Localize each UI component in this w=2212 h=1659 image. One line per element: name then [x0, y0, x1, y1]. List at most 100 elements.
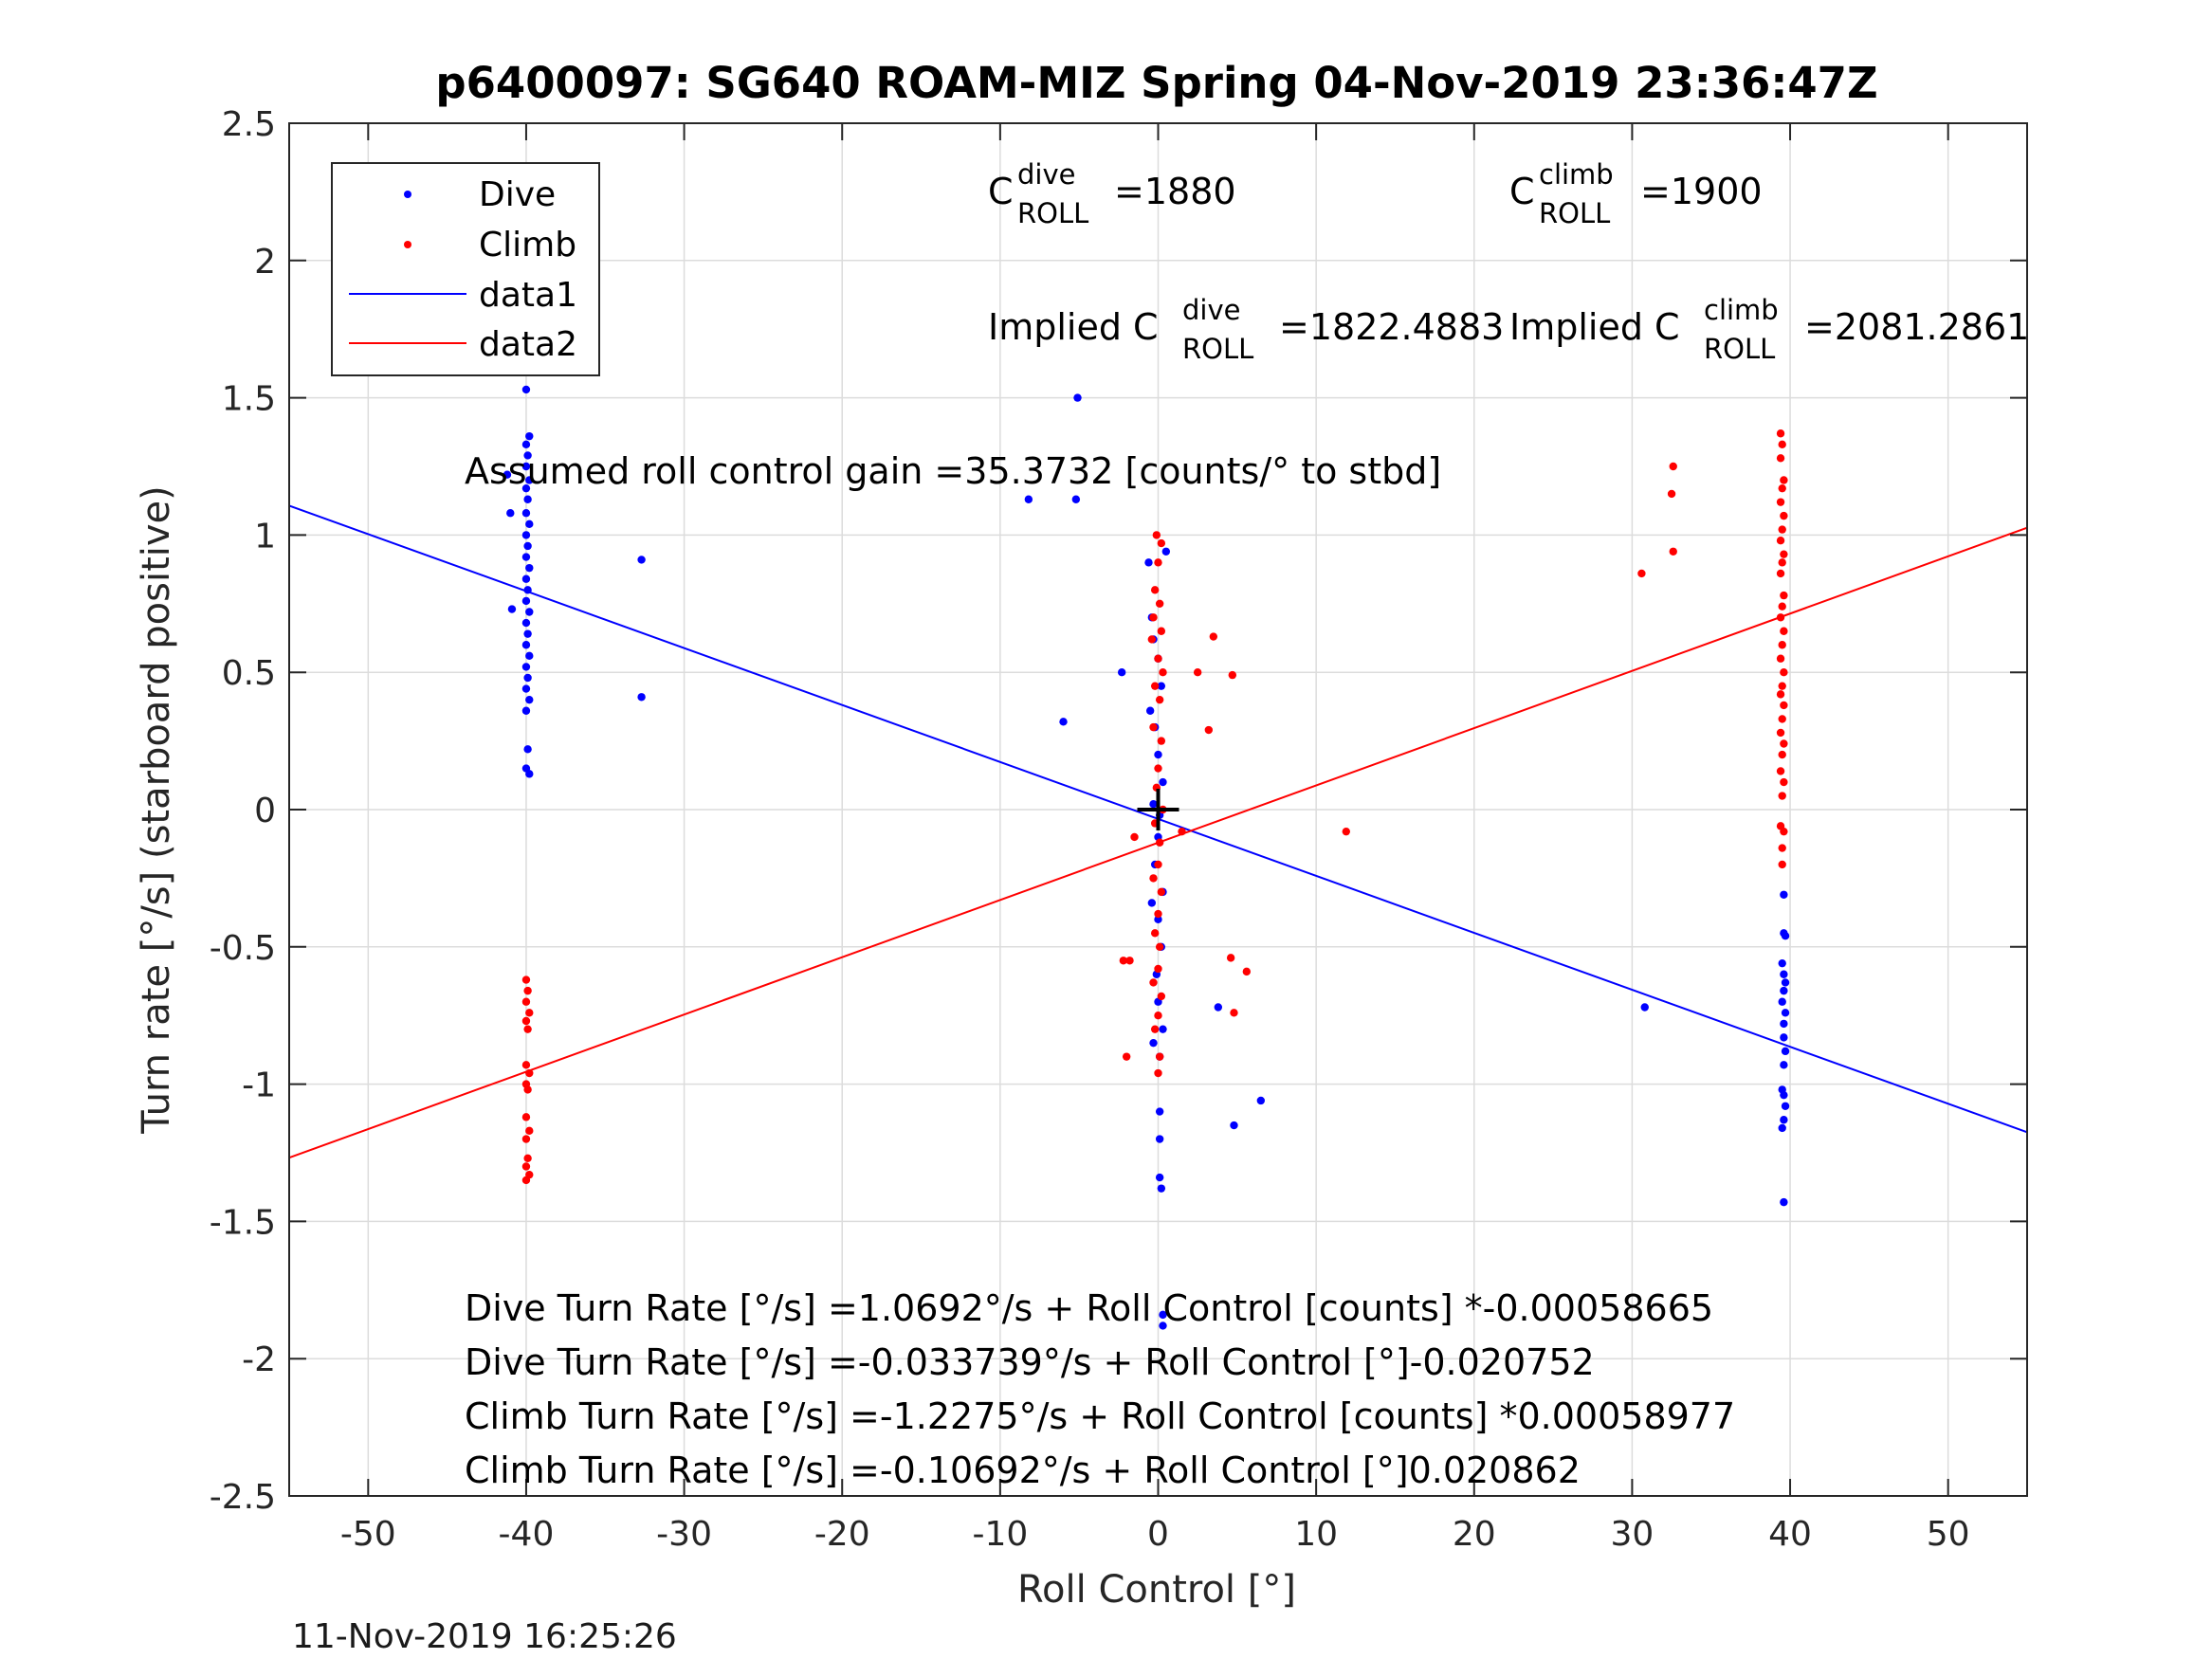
- point-dive: [521, 663, 531, 671]
- annotation-c-dive: C dive ROLL =1880: [988, 158, 1236, 229]
- point-climb: [1778, 602, 1786, 611]
- point-dive: [503, 470, 512, 479]
- point-climb: [1778, 792, 1786, 800]
- point-dive: [1155, 1135, 1164, 1143]
- point-climb: [1780, 476, 1788, 484]
- point-climb: [1122, 1052, 1131, 1061]
- footer-timestamp: 11-Nov-2019 16:25:26: [292, 1617, 677, 1656]
- x-tick-label: -30: [656, 1515, 712, 1554]
- point-dive: [1780, 1116, 1788, 1124]
- point-climb: [1154, 964, 1162, 974]
- point-climb: [1780, 739, 1788, 748]
- annotation-implied-dive: Implied C dive ROLL =1822.4883: [988, 294, 1504, 365]
- point-dive: [525, 520, 534, 529]
- point-dive: [521, 509, 531, 518]
- point-dive: [1161, 547, 1171, 556]
- point-dive: [1778, 958, 1786, 968]
- axis-ticks: [289, 122, 2027, 1497]
- point-climb: [1342, 827, 1350, 836]
- point-climb: [1778, 860, 1786, 869]
- point-dive: [1781, 1009, 1790, 1017]
- point-climb: [1193, 668, 1202, 677]
- point-climb: [1776, 690, 1785, 699]
- point-dive: [1157, 1184, 1166, 1193]
- point-climb: [1154, 558, 1162, 567]
- point-climb: [1780, 591, 1788, 600]
- point-climb: [1776, 569, 1785, 578]
- point-dive: [637, 693, 646, 702]
- point-climb: [1226, 954, 1235, 962]
- point-climb: [1778, 641, 1786, 649]
- point-dive: [506, 509, 515, 518]
- legend-data1-label: data1: [479, 276, 577, 315]
- point-climb: [1780, 827, 1788, 836]
- point-dive: [1147, 899, 1157, 907]
- point-dive: [1780, 1090, 1788, 1100]
- point-climb: [1776, 613, 1785, 622]
- point-dive: [523, 541, 532, 551]
- y-tick-label: 1.5: [222, 380, 276, 419]
- legend-data2-label: data2: [479, 325, 577, 364]
- point-dive: [525, 431, 534, 441]
- point-dive: [1155, 1173, 1164, 1182]
- y-axis-label: Turn rate [°/s] (starboard positive): [135, 485, 178, 1135]
- point-dive: [521, 385, 531, 394]
- x-tick-label: 50: [1927, 1515, 1970, 1554]
- c-dive-value: =1880: [1114, 171, 1236, 212]
- point-climb: [1230, 1009, 1238, 1017]
- x-tick-label: -50: [340, 1515, 396, 1554]
- point-climb: [1150, 929, 1160, 938]
- point-dive: [1781, 978, 1790, 987]
- point-climb: [1155, 1052, 1164, 1061]
- annotation-c-climb: C climb ROLL =1900: [1509, 158, 1763, 229]
- point-dive: [1071, 495, 1081, 503]
- point-dive: [523, 629, 532, 638]
- point-climb: [1147, 635, 1157, 644]
- point-climb: [1780, 668, 1788, 677]
- implied-dive-value: =1822.4883: [1279, 306, 1504, 348]
- equation-climb-degrees: Climb Turn Rate [°/s] =-0.10692°/s + Rol…: [465, 1449, 1581, 1491]
- point-climb: [521, 1061, 531, 1069]
- x-tick-label: -10: [972, 1515, 1028, 1554]
- point-dive: [1780, 1019, 1788, 1029]
- point-climb: [1669, 547, 1677, 556]
- point-dive: [525, 476, 534, 484]
- c-dive-sup: dive: [1017, 158, 1075, 191]
- implied-climb-sub: ROLL: [1704, 333, 1775, 365]
- point-climb: [1778, 440, 1786, 449]
- point-dive: [1144, 558, 1153, 567]
- point-dive: [1781, 1047, 1790, 1056]
- point-climb: [1778, 558, 1786, 567]
- point-dive: [521, 641, 531, 649]
- legend-climb-label: Climb: [479, 226, 576, 264]
- point-climb: [1125, 957, 1134, 965]
- point-climb: [1157, 538, 1166, 548]
- point-climb: [1150, 1025, 1160, 1033]
- x-tick-label: 0: [1147, 1515, 1169, 1554]
- point-dive: [523, 495, 532, 503]
- point-climb: [1242, 967, 1252, 976]
- point-climb: [525, 1126, 534, 1136]
- point-climb: [1154, 764, 1162, 773]
- point-dive: [523, 451, 532, 460]
- point-dive: [1024, 495, 1033, 503]
- point-dive: [1159, 1310, 1167, 1320]
- point-climb: [1780, 777, 1788, 787]
- point-climb: [1204, 725, 1214, 735]
- equation-dive-degrees: Dive Turn Rate [°/s] =-0.033739°/s + Rol…: [465, 1341, 1595, 1383]
- y-tick-label: 1: [254, 517, 276, 556]
- point-climb: [1130, 832, 1139, 842]
- point-climb: [1149, 722, 1158, 732]
- point-dive: [1059, 718, 1068, 726]
- legend-dive-swatch: [404, 191, 411, 198]
- point-climb: [1778, 844, 1786, 852]
- point-dive: [1780, 1061, 1788, 1069]
- point-climb: [1150, 682, 1160, 690]
- point-dive: [1780, 970, 1788, 978]
- y-tick-label: -2.5: [210, 1478, 276, 1517]
- point-climb: [1778, 750, 1786, 759]
- point-climb: [1669, 462, 1677, 471]
- point-climb: [1149, 978, 1158, 987]
- x-tick-label: 10: [1294, 1515, 1338, 1554]
- legend: Dive Climb data1 data2: [331, 162, 600, 376]
